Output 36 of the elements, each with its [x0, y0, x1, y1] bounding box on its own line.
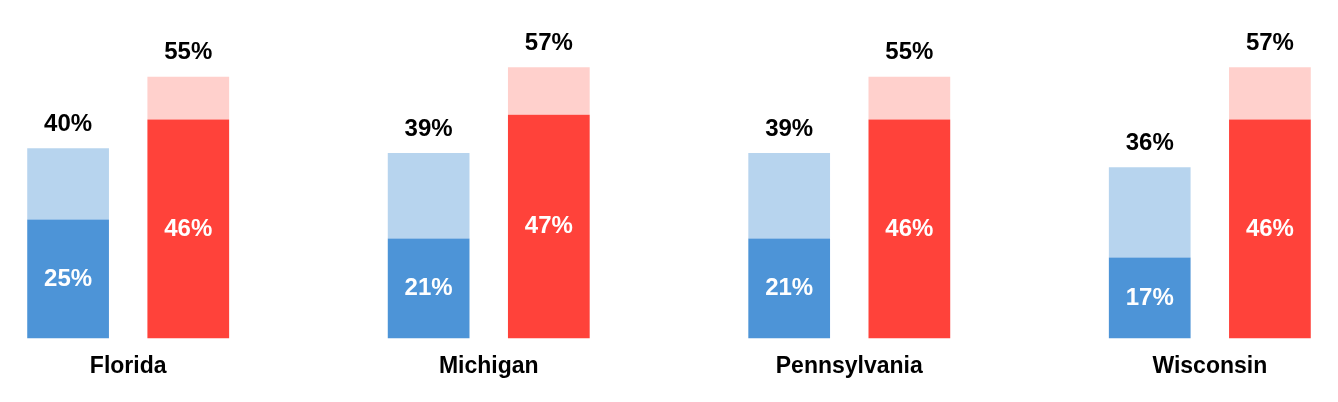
bar	[27, 148, 109, 220]
bar	[507, 114, 590, 339]
x-tick-label: Florida	[89, 351, 167, 378]
bar	[147, 119, 230, 339]
data-label: 46%	[885, 213, 934, 241]
total-label: 57%	[1245, 27, 1294, 55]
bar	[387, 152, 470, 239]
bar	[1229, 67, 1311, 120]
bar	[868, 119, 951, 339]
bar	[748, 238, 831, 339]
total-label: 40%	[44, 108, 93, 136]
bar	[1229, 119, 1311, 339]
bar	[1108, 167, 1191, 258]
bar	[147, 76, 230, 120]
data-label: 46%	[164, 213, 213, 241]
total-label: 39%	[765, 113, 814, 141]
total-label: 36%	[1125, 127, 1174, 155]
x-tick-label: Wisconsin	[1152, 351, 1268, 378]
total-label: 39%	[404, 113, 453, 141]
x-tick-label: Michigan	[438, 351, 539, 378]
bar	[507, 67, 590, 115]
bar	[868, 76, 951, 120]
data-label: 47%	[524, 211, 573, 239]
bar	[748, 152, 831, 239]
data-label: 21%	[404, 273, 453, 301]
total-label: 55%	[164, 37, 213, 65]
bar	[27, 219, 109, 339]
total-label: 55%	[885, 37, 934, 65]
x-tick-label: Pennsylvania	[775, 351, 923, 378]
data-label: 46%	[1245, 213, 1294, 241]
data-label: 17%	[1125, 282, 1174, 310]
bar	[387, 238, 470, 339]
bar	[1108, 257, 1191, 339]
data-label: 21%	[765, 273, 814, 301]
data-label: 25%	[44, 263, 93, 291]
total-label: 57%	[524, 27, 573, 55]
